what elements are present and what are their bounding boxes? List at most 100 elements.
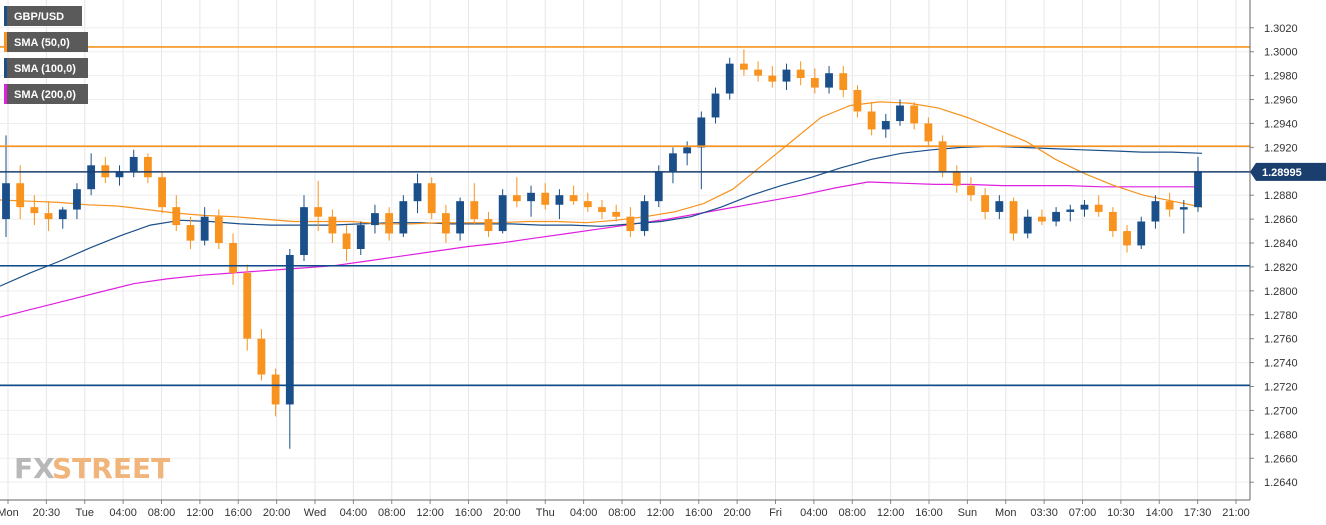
legend-label: SMA (50,0): [14, 37, 70, 49]
candle-bull: [654, 171, 663, 202]
y-tick-label: 1.2960: [1264, 95, 1298, 107]
y-tick-label: 1.2820: [1264, 262, 1298, 274]
candle-bear: [1038, 216, 1046, 222]
candle-bear: [598, 207, 606, 212]
candle-bear: [214, 216, 223, 244]
x-tick-label: 17:30: [1184, 507, 1212, 519]
candle-bull: [115, 171, 124, 178]
y-tick-label: 1.2680: [1264, 429, 1298, 441]
candle-bear: [1108, 211, 1117, 232]
y-tick-label: 1.2880: [1264, 190, 1298, 202]
y-tick-label: 1.3000: [1264, 47, 1298, 59]
x-tick-label: 12:00: [416, 507, 444, 519]
candle-bear: [172, 207, 181, 226]
candle-bull: [1052, 211, 1060, 222]
y-tick-label: 1.2700: [1264, 405, 1298, 417]
candle-bear: [1123, 231, 1131, 246]
candle-bull: [456, 201, 464, 234]
x-tick-label: 20:00: [493, 507, 521, 519]
y-tick-label: 1.2920: [1264, 142, 1298, 154]
candle-bear: [612, 211, 621, 217]
candle-bull: [399, 201, 408, 234]
candle-bear: [314, 207, 323, 217]
candle-bull: [58, 209, 67, 220]
candle-bull: [2, 183, 10, 220]
candle-bear: [768, 75, 777, 82]
legend-swatch: [4, 84, 7, 104]
candle-bull: [1151, 201, 1160, 222]
candle-bull: [200, 216, 209, 241]
candle-bull: [1194, 171, 1202, 208]
x-tick-label: 08:00: [148, 507, 176, 519]
candle-bull: [697, 117, 706, 148]
legend-item[interactable]: SMA (200,0): [4, 84, 88, 104]
legend-item[interactable]: GBP/USD: [4, 6, 82, 26]
candle-bull: [995, 201, 1004, 212]
price-tag-box: [1250, 162, 1326, 181]
candle-bear: [342, 233, 351, 249]
candle-bear: [810, 78, 819, 88]
legend-swatch: [4, 58, 7, 78]
y-tick-label: 1.2760: [1264, 334, 1298, 346]
y-tick-label: 1.2740: [1264, 358, 1298, 370]
y-tick-label: 1.2980: [1264, 71, 1298, 83]
x-tick-label: Thu: [536, 507, 555, 519]
candle-bear: [626, 216, 635, 232]
x-tick-label: 20:30: [33, 507, 61, 519]
candle-bear: [839, 73, 848, 90]
sma-200-line: [0, 181, 1202, 318]
candle-bear: [541, 192, 550, 205]
x-tick-label: 08:00: [378, 507, 406, 519]
candle-bear: [16, 183, 25, 208]
candle-bull: [129, 156, 138, 172]
legend-label: SMA (100,0): [14, 63, 76, 75]
candle-bear: [470, 201, 479, 220]
candle-bear: [952, 171, 961, 186]
x-tick-label: 07:00: [1069, 507, 1097, 519]
candle-bear: [754, 69, 762, 76]
x-tick-label: Mon: [0, 507, 19, 519]
x-tick-label: 12:00: [186, 507, 214, 519]
candle-bear: [44, 213, 53, 220]
y-tick-label: 1.3020: [1264, 23, 1298, 35]
svg-text:STREET: STREET: [52, 452, 170, 485]
legend-box: [4, 6, 82, 26]
x-tick-label: 04:00: [340, 507, 368, 519]
candle-bear: [981, 195, 990, 212]
x-tick-label: 16:00: [685, 507, 713, 519]
x-tick-label: 14:00: [1145, 507, 1173, 519]
legend-item[interactable]: SMA (100,0): [4, 58, 88, 78]
candle-bear: [30, 207, 39, 214]
candle-bull: [1066, 209, 1075, 212]
sma-50-line: [0, 101, 1203, 225]
horizontal-levels: [0, 46, 1250, 387]
candle-bull: [725, 63, 734, 94]
legend-swatch: [4, 6, 7, 26]
candle-bear: [1165, 201, 1174, 210]
candle-bear: [910, 105, 919, 124]
candle-bull: [1179, 207, 1188, 210]
y-tick-label: 1.2940: [1264, 118, 1298, 130]
current-price-tag: 1.28995: [1250, 162, 1326, 181]
svg-text:FX: FX: [14, 452, 55, 485]
candle-bull: [782, 69, 791, 82]
candle-bull: [87, 165, 96, 190]
candle-bull: [1137, 221, 1146, 246]
candle-bear: [271, 374, 280, 405]
candle-bear: [158, 177, 166, 208]
legend-item[interactable]: SMA (50,0): [4, 32, 88, 52]
legend[interactable]: GBP/USD SMA (50,0) SMA (100,0) SMA (200,0): [4, 6, 88, 104]
x-tick-label: 04:00: [800, 507, 828, 519]
candle-bull: [73, 189, 81, 210]
candle-bear: [144, 156, 152, 178]
candle-bear: [512, 195, 521, 202]
candle-bear: [243, 272, 252, 339]
candle-bull: [285, 254, 294, 405]
candle-bear: [385, 213, 394, 234]
x-tick-label: 16:00: [224, 507, 252, 519]
fxstreet-logo: FX STREET: [14, 452, 170, 485]
legend-box: [4, 58, 88, 78]
